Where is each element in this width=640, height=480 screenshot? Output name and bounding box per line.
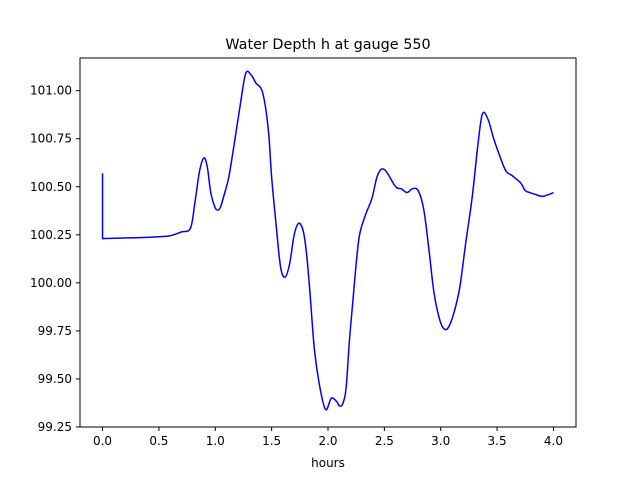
x-tick-label: 0.5 [149,434,168,448]
chart-title: Water Depth h at gauge 550 [225,37,430,53]
series-line [101,70,554,411]
x-tick-label: 2.5 [375,434,394,448]
y-tick-label: 101.00 [30,84,72,98]
x-axis-ticks: 0.0 0.5 1.0 1.5 2.0 2.5 3.0 3.5 4.0 [93,427,563,448]
plot-area: 0.0 0.5 1.0 1.5 2.0 2.5 3.0 3.5 4.0 99.2599.5099… [30,57,577,448]
plot-frame [79,57,577,428]
y-tick-label: 100.00 [30,276,72,290]
y-tick-label: 99.50 [38,372,72,386]
x-tick-label: 1.5 [262,434,281,448]
x-tick-label: 4.0 [544,434,563,448]
y-tick-label: 99.25 [38,420,72,434]
x-tick-label: 2.0 [318,434,337,448]
y-axis-ticks: 99.25 99.50 99.75 100.00 100.25 100.50 100.75 1… [30,84,80,434]
y-tick-label: 100.25 [30,228,72,242]
y-tick-label: 99.75 [38,324,72,338]
y-tick-label: 100.75 [30,132,72,146]
x-axis-label: hours [311,456,345,470]
x-tick-label: 3.0 [431,434,450,448]
y-tick-label: 100.50 [30,180,72,194]
x-tick-label: 3.5 [488,434,507,448]
x-tick-label: 1.0 [206,434,225,448]
x-tick-label: 0.0 [93,434,112,448]
